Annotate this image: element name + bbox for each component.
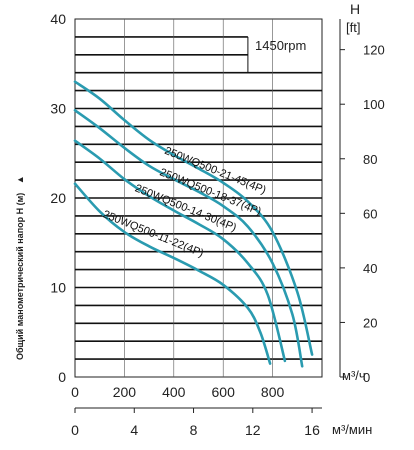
- x-tick-label: 200: [113, 384, 137, 400]
- curves-group: [73, 80, 314, 368]
- y-tick-label: 10: [50, 280, 66, 296]
- y-axis-ticks: 0 10 20 30 40: [50, 11, 66, 385]
- right-tick-label: 20: [363, 315, 377, 330]
- x2-tick-label: 8: [190, 422, 198, 438]
- right-tick-label: 60: [363, 206, 377, 221]
- right-tick-label: 40: [363, 261, 377, 276]
- right-axis-ticks: 0 20 40 60 80 100 120: [339, 19, 385, 385]
- right-tick-label: 100: [363, 97, 385, 112]
- right-axis-title-ft: [ft]: [346, 20, 360, 35]
- x2-axis-ticks: 0 4 8 12 16: [71, 408, 320, 438]
- x-axis-unit: м³/ч: [342, 368, 366, 383]
- x-tick-label: 400: [162, 384, 186, 400]
- series-line: [73, 80, 314, 356]
- series-line: [73, 109, 304, 368]
- y-tick-label: 0: [58, 369, 66, 385]
- y-axis-label-text: Общий манометрический напор H (м): [15, 193, 25, 360]
- y-tick-label: 20: [50, 190, 66, 206]
- y-axis-label-arrow: ▲: [15, 175, 25, 184]
- right-tick-label: 80: [363, 152, 377, 167]
- y-tick-label: 30: [50, 101, 66, 117]
- x2-tick-label: 4: [130, 422, 138, 438]
- x-tick-label: 0: [71, 384, 79, 400]
- x2-tick-label: 0: [71, 422, 79, 438]
- x-tick-label: 600: [212, 384, 236, 400]
- right-axis-title-h: H: [350, 1, 360, 17]
- right-tick-label: 0: [363, 370, 370, 385]
- x-axis-ticks: 0 200 400 600 800: [71, 384, 284, 400]
- series-line: [73, 182, 272, 365]
- x-tick-label: 800: [261, 384, 285, 400]
- right-tick-label: 120: [363, 43, 385, 58]
- rpm-annotation: 1450rpm: [255, 38, 306, 53]
- x2-tick-label: 12: [245, 422, 261, 438]
- y-axis-label: Общий манометрический напор H (м) ▲: [15, 175, 25, 360]
- series-line: [73, 139, 287, 363]
- grid-lines: [75, 19, 322, 377]
- x2-tick-label: 16: [304, 422, 320, 438]
- x2-axis-unit: м³/мин: [332, 422, 372, 437]
- y-tick-label: 40: [50, 11, 66, 27]
